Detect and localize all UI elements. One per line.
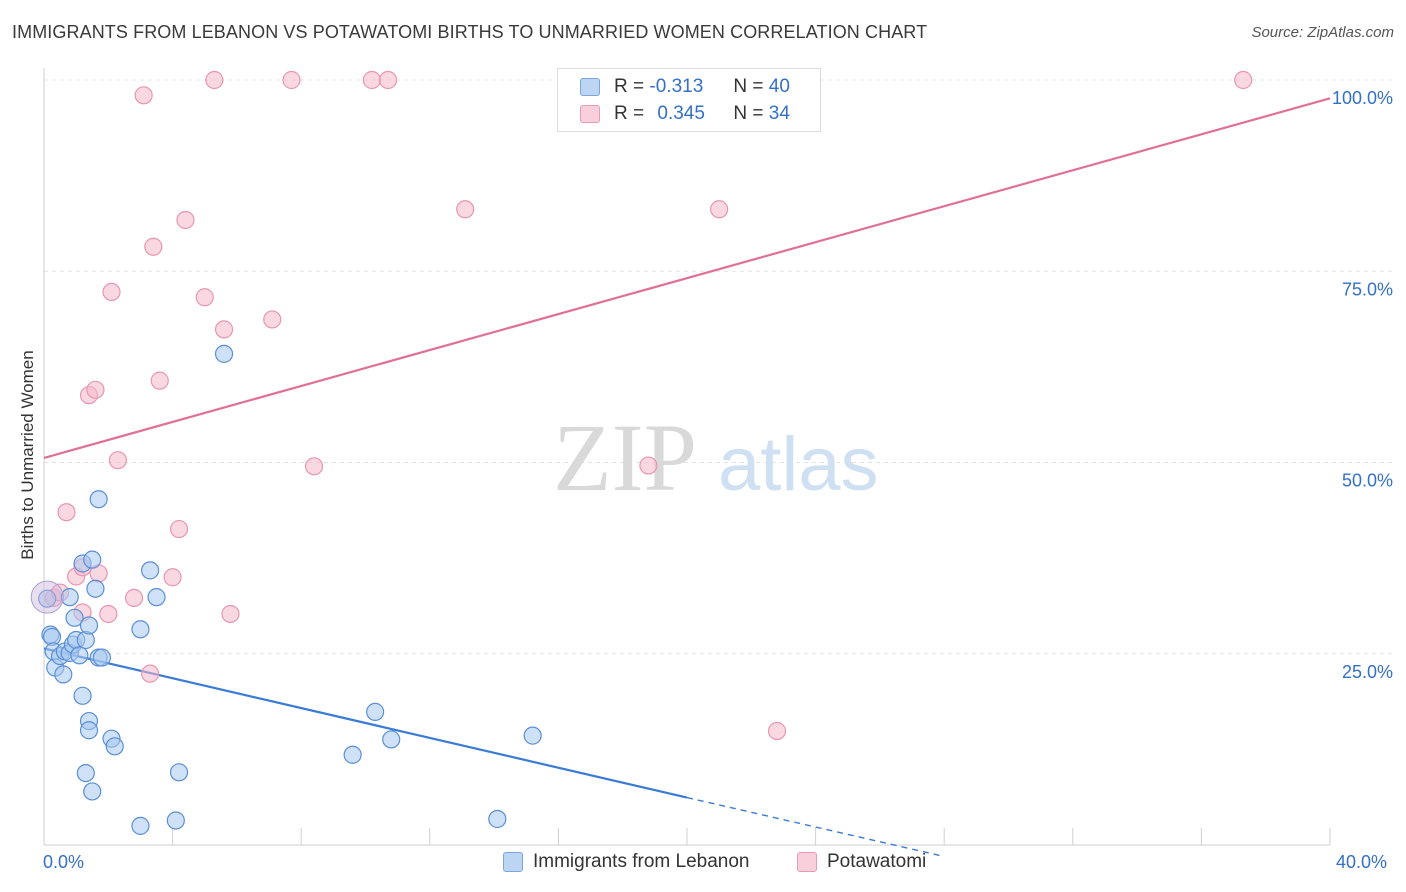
y-tick-label: 25.0% bbox=[1342, 662, 1393, 682]
data-point-potawatomi bbox=[639, 456, 658, 475]
watermark-zip: ZIP bbox=[553, 404, 697, 511]
legend-swatch-potawatomi bbox=[580, 105, 600, 123]
series-legend-lebanon: Immigrants from Lebanon bbox=[503, 851, 750, 873]
data-point-potawatomi bbox=[710, 200, 729, 219]
data-point-lebanon bbox=[131, 620, 150, 639]
series-swatch-potawatomi bbox=[797, 852, 817, 872]
x-tick-label-max: 40.0% bbox=[1336, 852, 1388, 872]
data-point-lebanon bbox=[105, 737, 124, 756]
data-point-potawatomi bbox=[86, 380, 105, 399]
data-point-potawatomi bbox=[144, 237, 163, 256]
data-point-lebanon bbox=[70, 646, 89, 665]
data-point-lebanon bbox=[89, 490, 108, 509]
data-point-lebanon bbox=[76, 763, 95, 783]
data-point-lebanon bbox=[60, 588, 79, 607]
data-point-lebanon bbox=[343, 745, 362, 764]
source-label: Source: ZipAtlas.com bbox=[1251, 24, 1394, 41]
legend-n-value: 34 bbox=[768, 103, 790, 124]
axes bbox=[43, 68, 1331, 846]
data-point-lebanon bbox=[214, 344, 234, 363]
data-point-lebanon bbox=[140, 561, 160, 580]
series-label-potawatomi: Potawatomi bbox=[827, 851, 927, 872]
data-point-potawatomi bbox=[1234, 70, 1253, 90]
data-point-potawatomi bbox=[108, 451, 128, 470]
legend-row-lebanon: R = -0.313 N = 40 bbox=[580, 74, 790, 100]
data-point-lebanon bbox=[169, 763, 189, 782]
data-point-potawatomi bbox=[205, 70, 224, 90]
data-point-lebanon bbox=[38, 589, 57, 608]
data-point-potawatomi bbox=[362, 70, 382, 90]
data-point-potawatomi bbox=[169, 519, 189, 539]
data-point-potawatomi bbox=[304, 457, 324, 476]
legend-n-value: 40 bbox=[768, 76, 790, 97]
legend-r-value: 0.345 bbox=[657, 103, 705, 124]
y-tick-labels: 25.0% 50.0% 75.0% 100.0% bbox=[1332, 88, 1393, 682]
data-point-lebanon bbox=[54, 665, 73, 684]
legend-swatch-lebanon bbox=[580, 78, 600, 96]
legend-r-label: R = bbox=[614, 76, 645, 97]
data-point-lebanon bbox=[523, 726, 542, 745]
data-point-potawatomi bbox=[163, 568, 182, 587]
data-point-lebanon bbox=[382, 730, 401, 749]
data-point-potawatomi bbox=[124, 588, 144, 608]
data-point-potawatomi bbox=[140, 664, 160, 683]
data-point-potawatomi bbox=[195, 288, 214, 307]
legend-row-potawatomi: R = 0.345 N = 34 bbox=[580, 101, 790, 127]
data-point-potawatomi bbox=[221, 604, 240, 624]
watermark: ZIP atlas bbox=[553, 404, 879, 511]
data-point-potawatomi bbox=[282, 70, 301, 90]
data-point-potawatomi bbox=[134, 86, 153, 105]
grid-lines bbox=[44, 79, 1392, 655]
correlation-legend: R = -0.313 N = 40 R = 0.345 N = 34 bbox=[557, 68, 821, 132]
y-axis-label: Births to Unmarried Women bbox=[18, 350, 37, 560]
data-point-lebanon bbox=[147, 588, 166, 607]
y-tick-label: 75.0% bbox=[1342, 279, 1393, 299]
watermark-atlas: atlas bbox=[718, 422, 879, 507]
trend-line-potawatomi bbox=[43, 97, 1331, 459]
data-point-potawatomi bbox=[57, 503, 76, 522]
series-legend: Immigrants from Lebanon Potawatomi bbox=[0, 851, 1406, 877]
data-point-potawatomi bbox=[99, 604, 118, 624]
data-point-potawatomi bbox=[102, 282, 121, 302]
data-points bbox=[30, 70, 1253, 835]
trend-line-lebanon-extrapolated bbox=[686, 796, 945, 858]
legend-r-value: -0.313 bbox=[649, 76, 704, 97]
data-point-potawatomi bbox=[263, 310, 282, 329]
data-point-lebanon bbox=[83, 782, 102, 801]
data-point-lebanon bbox=[65, 608, 84, 627]
data-point-lebanon bbox=[79, 616, 99, 635]
data-point-potawatomi bbox=[456, 200, 475, 219]
data-point-lebanon bbox=[488, 809, 507, 829]
data-point-lebanon bbox=[79, 721, 99, 740]
data-point-potawatomi bbox=[176, 210, 195, 230]
data-point-lebanon bbox=[92, 648, 111, 667]
y-tick-label: 50.0% bbox=[1342, 471, 1393, 491]
data-point-potawatomi bbox=[378, 70, 398, 90]
data-point-lebanon bbox=[166, 811, 185, 830]
legend-n-label: N = bbox=[733, 76, 764, 97]
trend-line-lebanon bbox=[43, 647, 688, 799]
legend-n-label: N = bbox=[733, 103, 764, 124]
data-point-potawatomi bbox=[214, 320, 234, 339]
series-swatch-lebanon bbox=[503, 852, 523, 872]
data-point-lebanon bbox=[86, 579, 105, 598]
data-point-lebanon bbox=[366, 702, 385, 721]
chart-title: IMMIGRANTS FROM LEBANON VS POTAWATOMI BI… bbox=[12, 22, 928, 42]
data-point-lebanon bbox=[131, 816, 150, 835]
data-point-lebanon bbox=[73, 686, 92, 705]
series-label-lebanon: Immigrants from Lebanon bbox=[533, 851, 750, 872]
legend-r-label: R = bbox=[614, 103, 645, 124]
data-point-potawatomi bbox=[767, 721, 787, 741]
data-point-lebanon bbox=[83, 550, 102, 569]
data-point-potawatomi bbox=[150, 371, 169, 390]
data-point-cluster bbox=[30, 580, 64, 614]
x-tick-label-min: 0.0% bbox=[43, 852, 85, 872]
y-tick-label: 100.0% bbox=[1332, 88, 1393, 108]
series-legend-potawatomi: Potawatomi bbox=[797, 851, 926, 873]
